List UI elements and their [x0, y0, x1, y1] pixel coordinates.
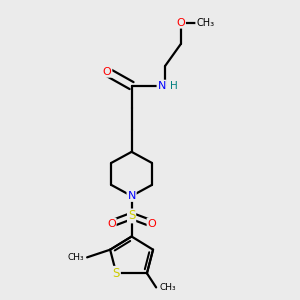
Text: S: S [112, 267, 120, 280]
Text: N: N [128, 191, 136, 201]
Text: N: N [158, 81, 166, 91]
Text: H: H [170, 81, 178, 91]
Text: O: O [176, 18, 185, 28]
Text: CH₃: CH₃ [68, 253, 84, 262]
Text: O: O [148, 219, 156, 229]
Text: S: S [128, 209, 135, 222]
Text: CH₃: CH₃ [159, 283, 176, 292]
Text: CH₃: CH₃ [196, 18, 214, 28]
Text: O: O [103, 67, 111, 77]
Text: O: O [107, 219, 116, 229]
